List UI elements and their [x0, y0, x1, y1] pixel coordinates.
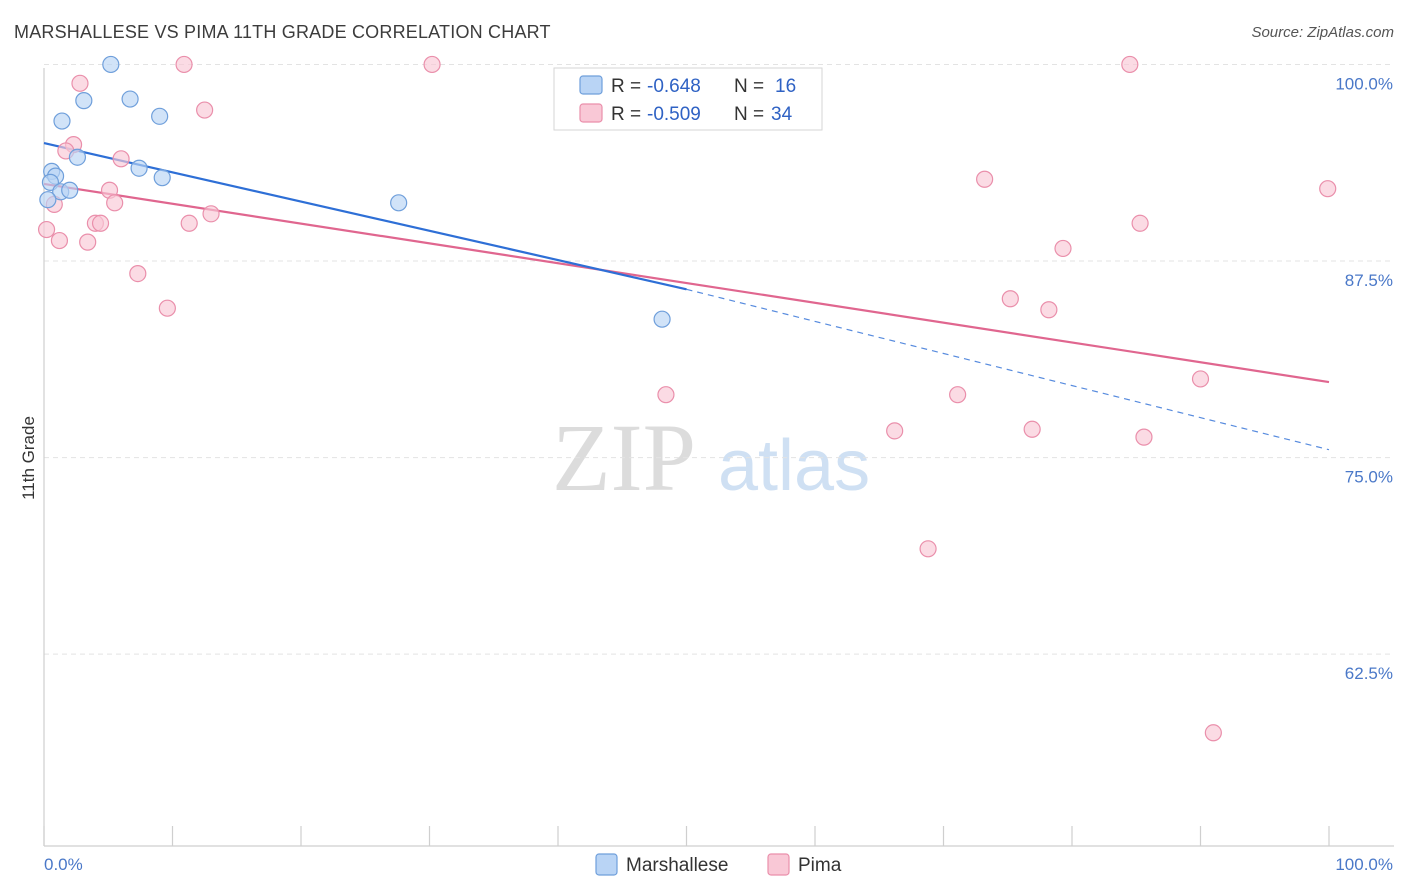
- y-tick-labels: 100.0% 87.5% 75.0% 62.5%: [1335, 74, 1393, 683]
- pima-trend-line: [43, 182, 1330, 384]
- pima-point: [1131, 214, 1149, 232]
- series-legend: Marshallese Pima: [595, 853, 842, 876]
- watermark-atlas: atlas: [718, 426, 870, 506]
- pima-point: [1319, 180, 1337, 198]
- marshallese-point: [75, 92, 93, 110]
- pima-point: [79, 233, 97, 251]
- marshallese-point: [53, 112, 71, 130]
- y-tick-label: 87.5%: [1345, 271, 1393, 290]
- pima-point: [202, 205, 220, 223]
- pima-point: [1023, 420, 1041, 438]
- pima-point: [657, 386, 675, 404]
- legend-marshallese-label: Marshallese: [626, 855, 728, 876]
- y-axis-label: 11th Grade: [19, 416, 38, 500]
- pima-point: [1191, 370, 1210, 388]
- legend-pima-label: Pima: [798, 855, 842, 876]
- pima-point: [1054, 239, 1072, 258]
- data-points: [37, 55, 1337, 742]
- pima-n-value: 34: [771, 104, 793, 125]
- chart-title: MARSHALLESE VS PIMA 11TH GRADE CORRELATI…: [14, 22, 551, 42]
- pima-point: [919, 540, 937, 558]
- pima-point: [91, 214, 110, 232]
- pima-point: [50, 231, 69, 250]
- pima-point: [180, 214, 198, 232]
- marshallese-n-label: N =: [734, 76, 764, 97]
- y-tick-label: 100.0%: [1335, 74, 1393, 93]
- pima-n-label: N =: [734, 104, 764, 125]
- marshallese-point: [653, 310, 671, 328]
- pima-point: [112, 150, 130, 168]
- pima-point: [1135, 428, 1153, 446]
- pima-point: [106, 194, 124, 212]
- x-ticks: [43, 826, 1330, 846]
- marshallese-point: [68, 148, 87, 166]
- legend-pima-swatch: [767, 853, 790, 876]
- y-tick-label: 62.5%: [1345, 664, 1393, 683]
- gridlines: [44, 63, 1394, 655]
- marshallese-point: [390, 194, 408, 212]
- marshallese-point: [130, 159, 148, 177]
- pima-r-value: -0.509: [647, 104, 701, 125]
- pima-point: [158, 299, 176, 317]
- legend-marshallese-swatch: [595, 853, 618, 876]
- trend-lines: [43, 141, 1330, 451]
- marshallese-trend-extension: [686, 288, 1330, 451]
- pima-point: [423, 55, 441, 74]
- pima-point: [175, 55, 193, 74]
- marshallese-swatch: [579, 75, 603, 95]
- x-tick-labels: 0.0% 100.0%: [44, 855, 1393, 874]
- marshallese-r-label: R =: [611, 76, 641, 97]
- marshallese-point: [121, 90, 139, 108]
- pima-point: [976, 170, 994, 188]
- marshallese-r-value: -0.648: [647, 76, 701, 97]
- pima-point: [129, 264, 147, 283]
- marshallese-point: [151, 107, 169, 125]
- pima-point: [71, 74, 89, 92]
- marshallese-n-value: 16: [775, 76, 796, 97]
- y-tick-label: 75.0%: [1345, 467, 1393, 486]
- source-label: Source: ZipAtlas.com: [1251, 24, 1394, 41]
- pima-r-label: R =: [611, 104, 641, 125]
- stats-legend: R = -0.648 N = 16 R = -0.509 N = 34: [553, 67, 823, 131]
- pima-point: [37, 220, 56, 239]
- pima-point: [1204, 724, 1222, 742]
- marshallese-trend-line: [43, 141, 687, 291]
- pima-point: [949, 386, 967, 404]
- marshallese-point: [153, 169, 171, 187]
- pima-point: [196, 101, 214, 119]
- pima-point: [1001, 290, 1019, 308]
- pima-point: [886, 422, 904, 440]
- pima-point: [1121, 55, 1139, 74]
- x-tick-label: 0.0%: [44, 855, 83, 874]
- marshallese-point: [102, 55, 120, 74]
- marshallese-point: [61, 181, 79, 199]
- marshallese-point: [39, 191, 57, 209]
- pima-point: [1040, 301, 1058, 319]
- x-tick-label: 100.0%: [1335, 855, 1393, 874]
- pima-swatch: [579, 103, 603, 123]
